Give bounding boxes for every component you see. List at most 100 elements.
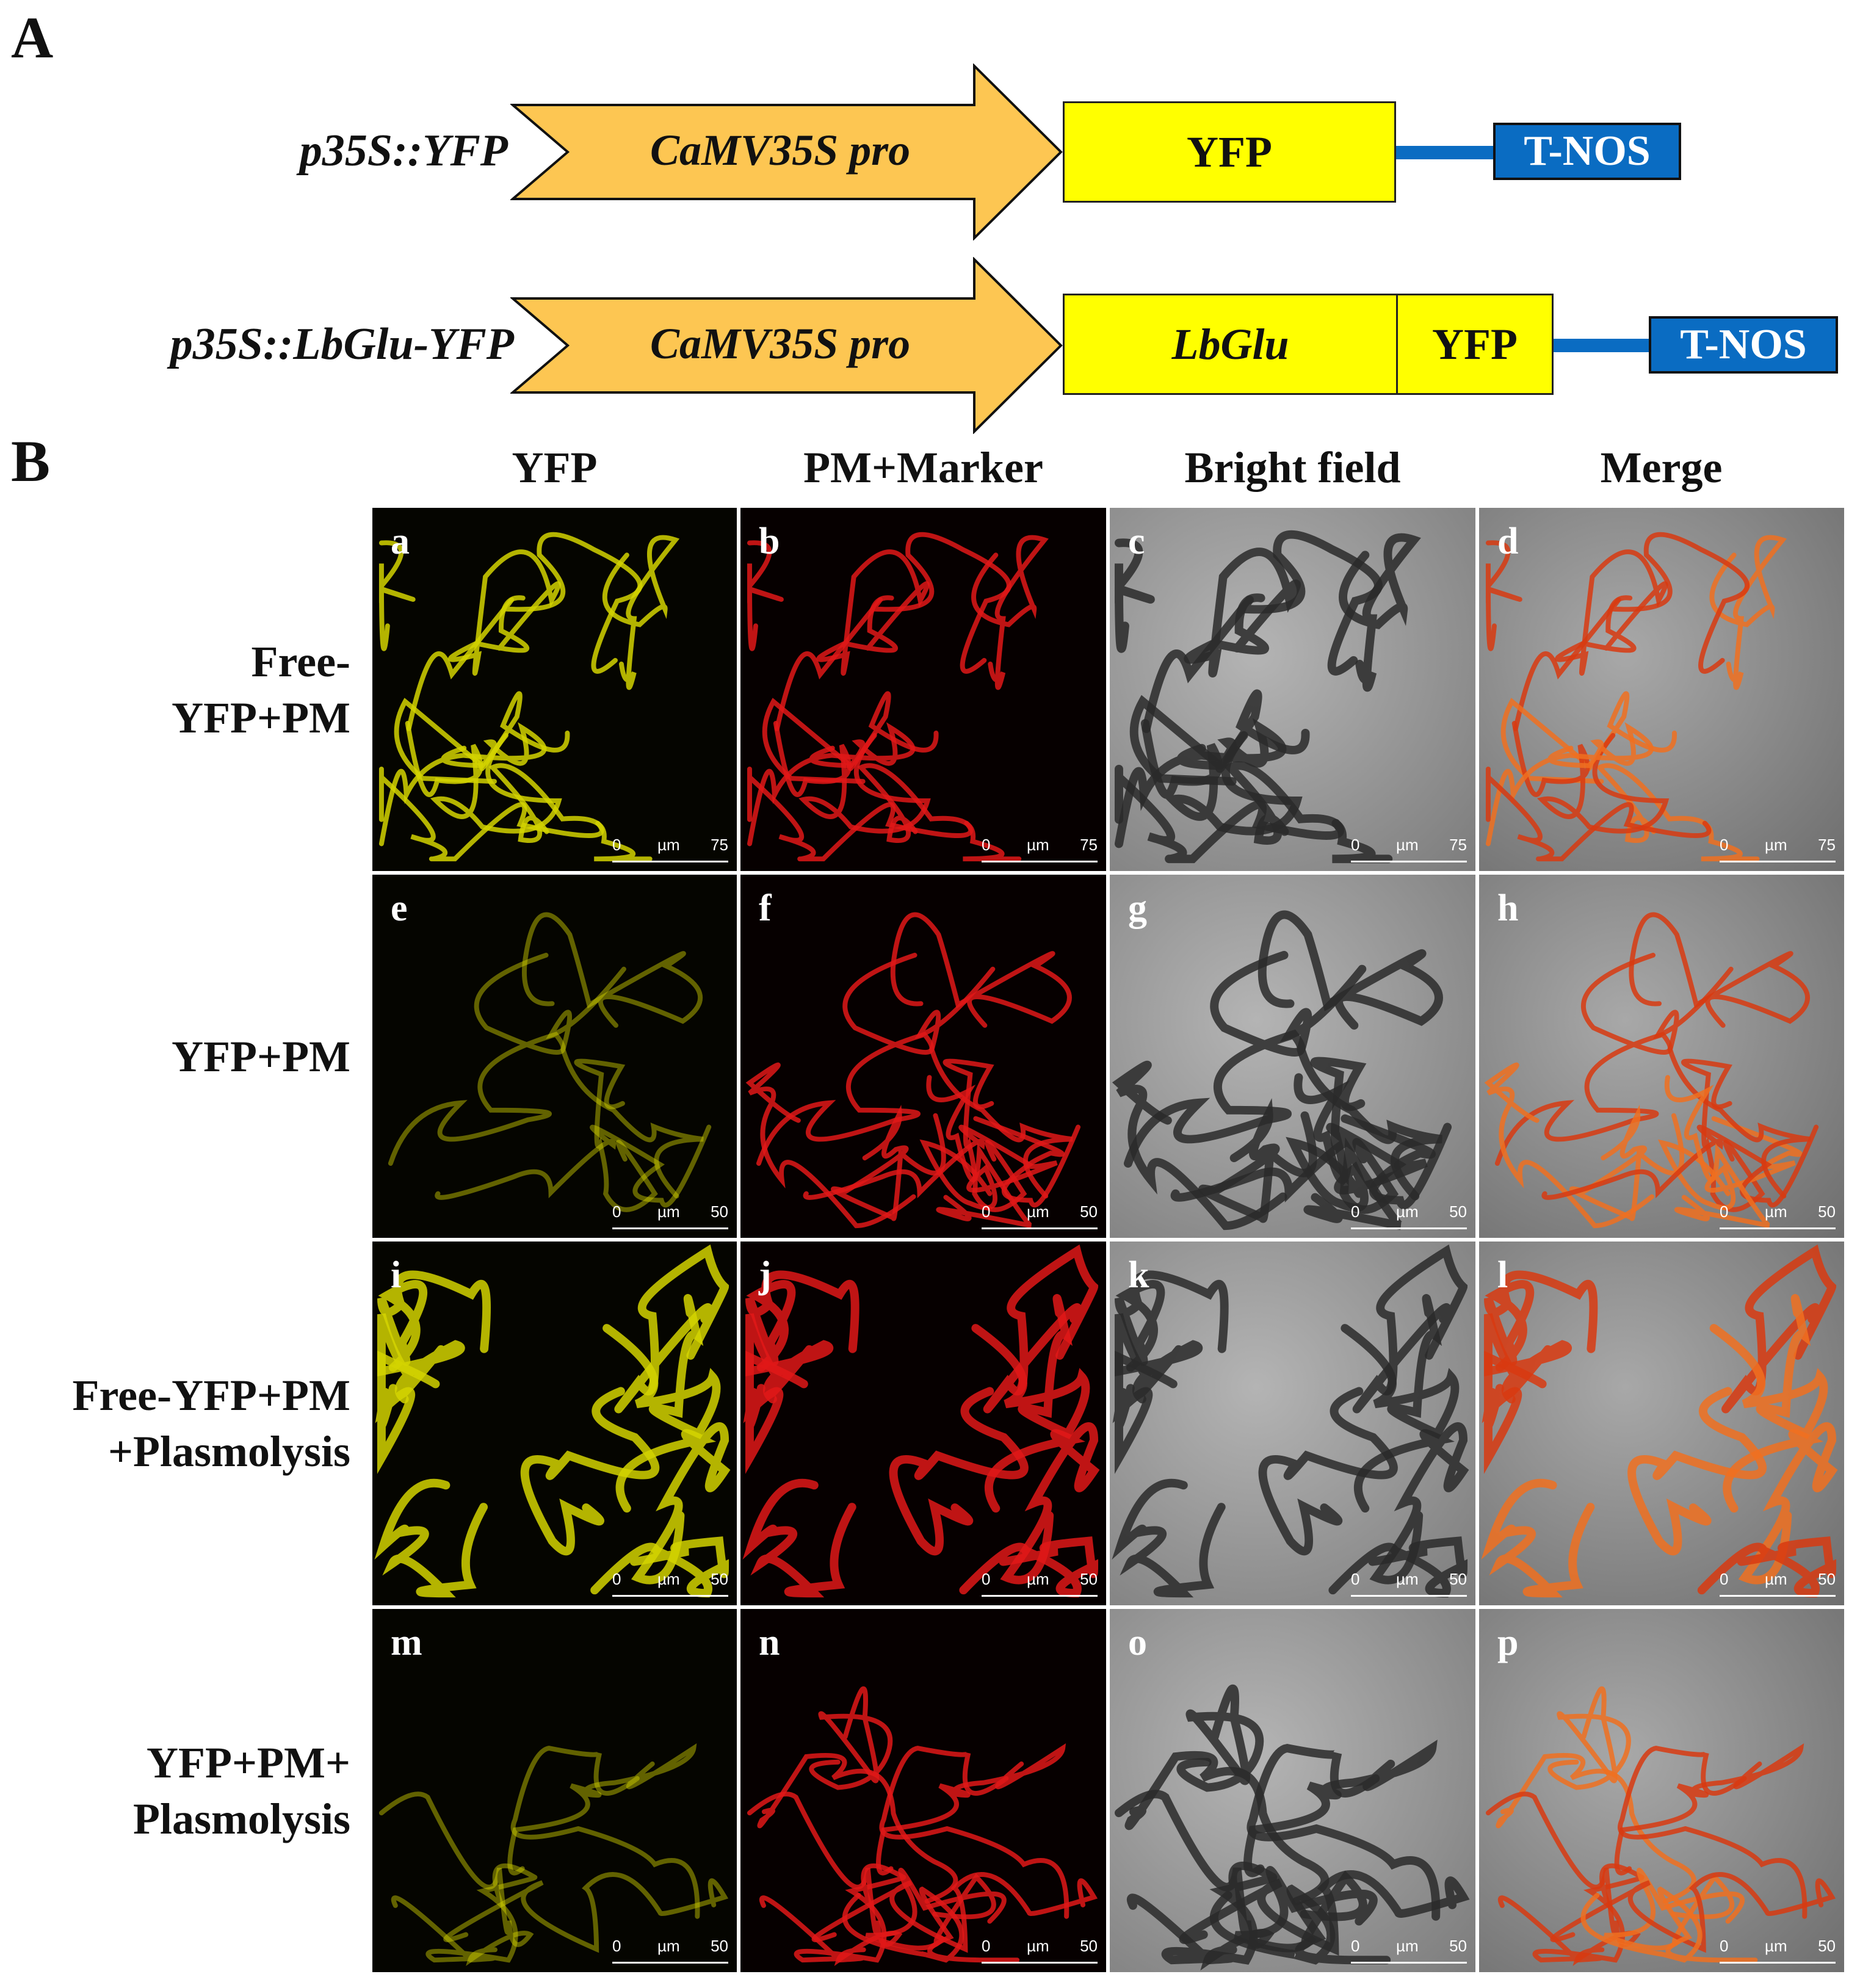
cell-wall-mark	[1114, 1313, 1203, 1404]
cell-wall-mark	[816, 549, 930, 676]
cell-wall-mark	[405, 721, 562, 834]
micrograph-a: a 0 µm 75	[371, 506, 739, 873]
cell-wall-mark	[435, 1124, 712, 1208]
scale-start: 0	[982, 1937, 991, 1955]
cell-wall-mark	[447, 549, 561, 676]
yfp-box: YFP	[1063, 101, 1396, 203]
scale-line	[982, 1227, 1098, 1229]
scale-bar: 0 µm 50	[1720, 1570, 1836, 1600]
panel-letter: n	[759, 1622, 780, 1663]
row-label-line: Free-YFP+PM	[72, 1371, 350, 1420]
column-header-merge: Merge	[1600, 443, 1723, 492]
section-a-label: A	[11, 5, 54, 70]
row-label-line: +Plasmolysis	[107, 1427, 350, 1476]
cell-wall-mark	[890, 912, 1072, 1028]
row-label: YFP+PM+ Plasmolysis	[133, 1735, 350, 1847]
cell-wall-mark	[590, 1536, 729, 1598]
scale-bar: 0 µm 50	[1720, 1202, 1836, 1233]
cell-wall-mark	[378, 540, 416, 651]
scale-unit: µm	[1027, 1570, 1049, 1588]
scale-bar: 0 µm 50	[612, 1937, 728, 1967]
row-label-line: Free-	[251, 637, 350, 686]
scale-end: 50	[711, 1570, 728, 1588]
cell-outlines	[1485, 532, 1787, 862]
scale-end: 50	[1080, 1937, 1098, 1955]
cell-wall-mark	[388, 952, 566, 1166]
cell-wall-mark	[1341, 1294, 1460, 1439]
scale-end: 75	[1818, 836, 1836, 854]
scale-start: 0	[982, 1202, 991, 1221]
cell-wall-mark	[1614, 1743, 1804, 1876]
scale-start: 0	[1720, 1202, 1729, 1221]
micrograph-k: k 0 µm 50	[1108, 1240, 1477, 1607]
cell-wall-mark	[1709, 535, 1787, 690]
lbglu-box: LbGlu	[1063, 294, 1398, 395]
cell-wall-mark	[971, 1294, 1090, 1439]
scale-start: 0	[1351, 836, 1360, 854]
scale-line	[1351, 1227, 1467, 1229]
micrograph-j: j 0 µm 50	[739, 1240, 1108, 1607]
cell-wall-mark	[615, 1422, 731, 1585]
cell-outlines	[747, 1686, 1098, 1966]
scale-start: 0	[612, 1937, 621, 1955]
cell-wall-mark	[1247, 1744, 1441, 1921]
cell-wall-mark	[959, 1536, 1099, 1598]
scale-unit: µm	[1396, 1937, 1419, 1955]
terminator-box: T-NOS	[1493, 123, 1681, 180]
cell-wall-mark	[1209, 1884, 1391, 1965]
panel-letter: f	[759, 887, 772, 929]
panel-letter: p	[1497, 1622, 1519, 1663]
cell-wall-mark	[1124, 1751, 1330, 1906]
cell-wall-mark	[1112, 1060, 1287, 1231]
row-label-line: YFP+PM	[172, 1032, 350, 1081]
cell-wall-mark	[378, 722, 547, 847]
panel-letter: c	[1128, 521, 1145, 562]
scale-unit: µm	[1027, 1937, 1049, 1955]
cell-wall-mark	[1352, 1244, 1468, 1414]
panel-letter: j	[759, 1254, 772, 1296]
scale-start: 0	[1351, 1570, 1360, 1588]
cell-wall-mark	[747, 1791, 903, 1966]
cell-wall-mark	[983, 1244, 1099, 1414]
micrograph-h: h 0 µm 50	[1477, 873, 1846, 1240]
scale-start: 0	[982, 1570, 991, 1588]
panel-letter: m	[391, 1622, 422, 1663]
row-label-line: Plasmolysis	[132, 1794, 350, 1843]
cell-outlines	[378, 1743, 729, 1966]
scale-end: 75	[711, 836, 728, 854]
scale-start: 0	[612, 836, 621, 854]
micrograph-m: m 0 µm 50	[371, 1607, 739, 1974]
micrograph-p: p 0 µm 50	[1477, 1607, 1846, 1974]
cell-wall-mark	[1580, 1886, 1758, 1963]
cell-outlines	[388, 912, 712, 1212]
scale-end: 50	[1818, 1202, 1836, 1221]
cell-wall-mark	[546, 966, 704, 1199]
cell-wall-mark	[443, 1872, 729, 1953]
scale-start: 0	[1351, 1937, 1360, 1955]
cell-outlines	[1112, 910, 1452, 1231]
micrograph-f: f 0 µm 50	[739, 873, 1108, 1240]
scale-end: 50	[1449, 1570, 1467, 1588]
cell-wall-mark	[742, 1478, 856, 1598]
micrograph-n: n 0 µm 50	[739, 1607, 1108, 1974]
scale-line	[1720, 1227, 1836, 1229]
scale-unit: µm	[1765, 1937, 1787, 1955]
promoter-label: CaMV35S pro	[650, 319, 911, 368]
cell-wall-mark	[510, 1746, 700, 1919]
scale-bar: 0 µm 50	[612, 1570, 728, 1600]
cell-wall-mark	[1483, 1313, 1572, 1404]
cell-wall-mark	[1114, 1270, 1229, 1372]
cell-wall-mark	[1481, 1478, 1595, 1598]
panel-letter: i	[391, 1254, 402, 1296]
row-label: Free-YFP+PM +Plasmolysis	[73, 1367, 350, 1480]
scale-start: 0	[1720, 1937, 1729, 1955]
cell-wall-mark	[1354, 1422, 1469, 1585]
linker-line	[1554, 339, 1650, 352]
scale-end: 50	[1818, 1570, 1836, 1588]
cell-wall-mark	[747, 767, 973, 862]
yfp-box: YFP	[1396, 294, 1554, 395]
cell-wall-mark	[745, 1270, 859, 1372]
construct-label: p35S::YFP	[299, 126, 508, 176]
cell-wall-mark	[831, 1105, 946, 1221]
panel-letter: a	[391, 521, 410, 562]
